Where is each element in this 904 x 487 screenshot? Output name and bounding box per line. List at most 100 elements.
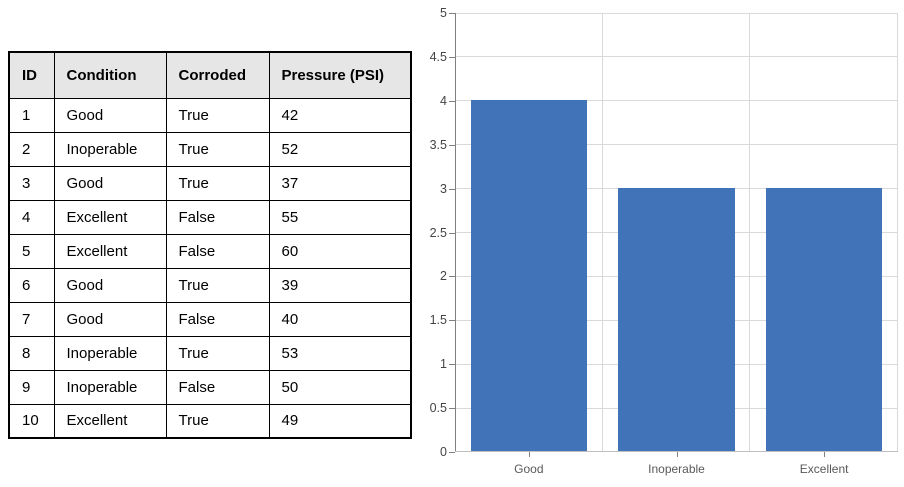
x-axis-label: Excellent <box>799 462 849 476</box>
table-cell: Good <box>53 97 167 133</box>
table-row: 5 Excellent False 60 <box>8 233 412 269</box>
table-cell: Excellent <box>53 199 167 235</box>
table-cell: False <box>165 301 270 337</box>
h-gridline <box>456 144 898 146</box>
table-row: 6 Good True 39 <box>8 267 412 303</box>
table-cell: 8 <box>8 335 55 371</box>
data-table: ID Condition Corroded Pressure (PSI) 1 Good T… <box>8 51 412 439</box>
y-axis-label: 2 <box>440 269 447 284</box>
table-cell: 50 <box>268 369 412 405</box>
x-axis-tick <box>528 452 530 457</box>
table-cell: 40 <box>268 301 412 337</box>
table-cell: 53 <box>268 335 412 371</box>
y-axis-label: 5 <box>440 6 447 20</box>
v-gridline <box>897 13 898 451</box>
chart-bar <box>765 187 883 451</box>
table-cell: 1 <box>8 97 55 133</box>
y-axis-label: 2.5 <box>429 225 447 240</box>
table-cell: Good <box>53 301 167 337</box>
table-cell: 42 <box>268 97 412 133</box>
y-axis-tick <box>449 408 455 410</box>
table-cell: Good <box>53 165 167 201</box>
y-axis-label: 3 <box>440 181 447 196</box>
y-axis-tick <box>449 320 455 322</box>
table-header-cell: Condition <box>53 51 167 99</box>
table-body: 1 Good True 42 2 Inoperable True 52 3 Good True 37 4… <box>8 97 412 439</box>
bar-chart: 0 0.5 1 1.5 2 2.5 3 3.5 4 4.5 5 Good Inoperable Excel… <box>430 0 904 487</box>
plot-area <box>455 12 898 452</box>
table-header-row: ID Condition Corroded Pressure (PSI) <box>8 51 412 99</box>
x-axis-tick <box>676 452 678 457</box>
h-gridline <box>456 12 898 14</box>
table-row: 3 Good True 37 <box>8 165 412 201</box>
x-axis-label: Inoperable <box>648 462 705 476</box>
table-cell: False <box>165 233 270 269</box>
table-cell: 49 <box>268 403 412 439</box>
table-cell: 55 <box>268 199 412 235</box>
table-cell: 3 <box>8 165 55 201</box>
y-axis-tick <box>449 56 455 58</box>
table-row: 9 Inoperable False 50 <box>8 369 412 405</box>
y-axis-tick <box>449 144 455 146</box>
x-axis-line <box>455 451 898 452</box>
y-axis-label: 1 <box>440 357 447 372</box>
y-axis-tick <box>449 100 455 102</box>
table-row: 10 Excellent True 49 <box>8 403 412 439</box>
chart-bar <box>618 187 735 451</box>
table-cell: 9 <box>8 369 55 405</box>
table-header-cell: ID <box>8 51 55 99</box>
v-gridline <box>601 13 603 451</box>
table-cell: Excellent <box>53 403 167 439</box>
table-cell: True <box>165 335 270 371</box>
table-cell: 10 <box>8 403 55 439</box>
table-cell: False <box>165 369 270 405</box>
y-axis-label: 4 <box>440 93 447 108</box>
table-row: 4 Excellent False 55 <box>8 199 412 235</box>
y-axis-tick <box>449 452 455 453</box>
y-axis-label: 0 <box>440 445 447 459</box>
y-axis-tick <box>449 188 455 190</box>
y-axis-tick <box>449 232 455 234</box>
table-cell: True <box>165 165 270 201</box>
table-cell: 37 <box>268 165 412 201</box>
table-row: 1 Good True 42 <box>8 97 412 133</box>
v-gridline <box>749 13 751 451</box>
h-gridline <box>456 100 898 102</box>
table-cell: False <box>165 199 270 235</box>
chart-bar <box>470 99 588 451</box>
y-axis-tick <box>449 13 455 14</box>
table-row: 2 Inoperable True 52 <box>8 131 412 167</box>
x-axis-label: Good <box>514 462 544 476</box>
table-row: 7 Good False 40 <box>8 301 412 337</box>
table-cell: Inoperable <box>53 131 167 167</box>
table-cell: 2 <box>8 131 55 167</box>
table-cell: True <box>165 403 270 439</box>
y-axis-tick <box>449 276 455 278</box>
table-head: ID Condition Corroded Pressure (PSI) <box>8 51 412 99</box>
y-axis-tick <box>449 364 455 366</box>
table-cell: True <box>165 131 270 167</box>
y-axis-label: 4.5 <box>429 49 447 64</box>
table-header-cell: Pressure (PSI) <box>268 51 412 99</box>
table-header-cell: Corroded <box>165 51 270 99</box>
x-axis-tick <box>824 452 826 457</box>
table-row: 8 Inoperable True 53 <box>8 335 412 371</box>
table-cell: 39 <box>268 267 412 303</box>
y-axis-label: 3.5 <box>429 137 447 152</box>
table-cell: True <box>165 267 270 303</box>
h-gridline <box>456 56 898 58</box>
table-cell: 4 <box>8 199 55 235</box>
table-cell: 5 <box>8 233 55 269</box>
table-cell: Excellent <box>53 233 167 269</box>
table-cell: 60 <box>268 233 412 269</box>
table-cell: Inoperable <box>53 335 167 371</box>
table-cell: Good <box>53 267 167 303</box>
y-axis-line <box>455 13 456 452</box>
table-cell: 52 <box>268 131 412 167</box>
y-axis-label: 1.5 <box>429 313 447 328</box>
table-cell: 7 <box>8 301 55 337</box>
y-axis-label: 0.5 <box>429 401 447 416</box>
table-cell: True <box>165 97 270 133</box>
table-cell: 6 <box>8 267 55 303</box>
